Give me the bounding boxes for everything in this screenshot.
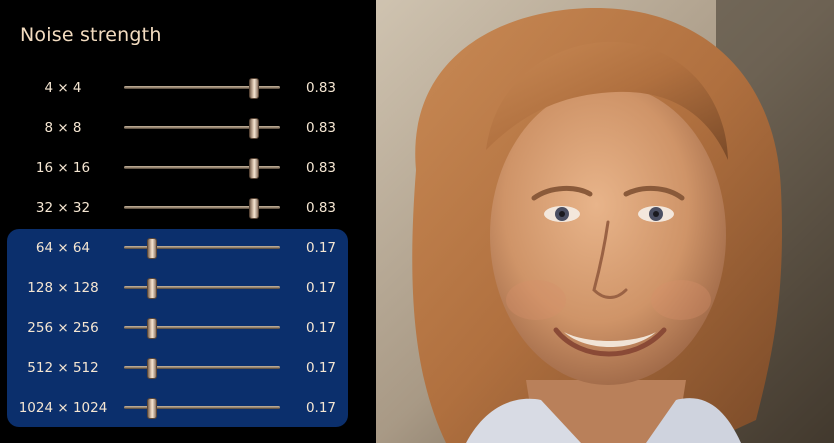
noise-row-4: 4 × 4 0.83 (0, 68, 376, 108)
row-value: 0.83 (305, 120, 336, 136)
noise-row-32: 32 × 32 0.83 (0, 188, 376, 228)
slider-track (124, 366, 280, 369)
noise-row-16: 16 × 16 0.83 (0, 148, 376, 188)
row-value: 0.83 (305, 200, 336, 216)
row-value: 0.17 (305, 320, 336, 336)
slider-thumb[interactable] (249, 198, 260, 219)
row-value: 0.83 (305, 160, 336, 176)
noise-slider-16[interactable] (124, 158, 280, 179)
slider-thumb[interactable] (146, 398, 157, 419)
row-value: 0.17 (305, 280, 336, 296)
noise-row-128: 128 × 128 0.17 (0, 268, 376, 308)
slider-track (124, 126, 280, 129)
slider-thumb[interactable] (146, 278, 157, 299)
slider-thumb[interactable] (249, 118, 260, 139)
slider-track (124, 246, 280, 249)
row-value: 0.83 (305, 80, 336, 96)
slider-thumb[interactable] (146, 238, 157, 259)
slider-track (124, 166, 280, 169)
noise-row-8: 8 × 8 0.83 (0, 108, 376, 148)
row-label: 16 × 16 (35, 160, 91, 176)
noise-slider-512[interactable] (124, 358, 280, 379)
noise-slider-128[interactable] (124, 278, 280, 299)
row-label: 128 × 128 (27, 280, 99, 296)
noise-slider-4[interactable] (124, 78, 280, 99)
slider-track (124, 86, 280, 89)
row-label: 1024 × 1024 (18, 400, 108, 416)
slider-track (124, 406, 280, 409)
noise-slider-32[interactable] (124, 198, 280, 219)
slider-thumb[interactable] (249, 158, 260, 179)
panel-title: Noise strength (20, 24, 162, 46)
generated-face-image (376, 0, 834, 443)
noise-row-256: 256 × 256 0.17 (0, 308, 376, 348)
row-label: 32 × 32 (35, 200, 91, 216)
slider-thumb[interactable] (146, 318, 157, 339)
row-label: 4 × 4 (44, 80, 82, 96)
slider-track (124, 326, 280, 329)
row-value: 0.17 (305, 360, 336, 376)
slider-thumb[interactable] (249, 78, 260, 99)
noise-row-1024: 1024 × 1024 0.17 (0, 388, 376, 428)
slider-track (124, 206, 280, 209)
noise-slider-1024[interactable] (124, 398, 280, 419)
slider-thumb[interactable] (146, 358, 157, 379)
row-label: 64 × 64 (35, 240, 91, 256)
noise-slider-64[interactable] (124, 238, 280, 259)
noise-slider-8[interactable] (124, 118, 280, 139)
row-value: 0.17 (305, 400, 336, 416)
slider-track (124, 286, 280, 289)
row-value: 0.17 (305, 240, 336, 256)
noise-slider-256[interactable] (124, 318, 280, 339)
row-label: 256 × 256 (27, 320, 99, 336)
row-label: 8 × 8 (44, 120, 82, 136)
noise-row-64: 64 × 64 0.17 (0, 228, 376, 268)
noise-row-512: 512 × 512 0.17 (0, 348, 376, 388)
row-label: 512 × 512 (27, 360, 99, 376)
noise-strength-panel: Noise strength 4 × 4 0.83 8 × 8 0.83 16 … (0, 0, 376, 443)
